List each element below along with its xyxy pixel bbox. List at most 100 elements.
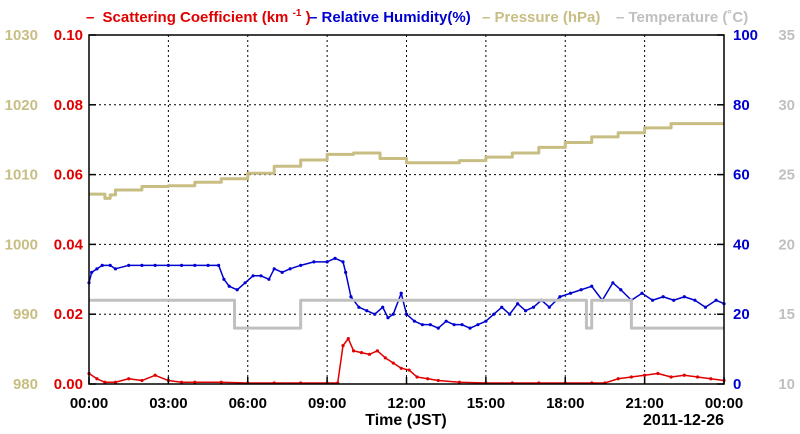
point-humidity [693, 298, 697, 302]
point-scatter [351, 349, 356, 353]
point-scatter [95, 377, 99, 381]
point-humidity [341, 260, 345, 264]
y-tick-label-pressure: 990 [13, 306, 38, 323]
point-humidity [420, 323, 424, 327]
point-humidity [516, 302, 520, 306]
point-humidity [412, 319, 417, 323]
point-humidity [206, 263, 210, 267]
y-tick-label-pressure: 980 [13, 376, 38, 393]
point-scatter [415, 375, 419, 379]
point-humidity [476, 323, 480, 327]
point-scatter [180, 380, 184, 384]
point-humidity [619, 288, 623, 292]
point-humidity [357, 305, 361, 309]
x-axis-label: Time (JST) [365, 412, 447, 429]
point-humidity [166, 263, 170, 267]
x-tick-label: 00:00 [70, 395, 108, 412]
point-humidity [299, 263, 303, 267]
point-humidity [113, 267, 118, 271]
point-humidity [153, 263, 157, 267]
point-humidity [312, 260, 316, 264]
point-humidity [428, 323, 432, 327]
point-humidity [333, 256, 337, 260]
y-tick-label-scatter: 0.00 [54, 376, 83, 393]
point-humidity [568, 291, 573, 295]
point-humidity [436, 326, 440, 330]
y-tick-label-humidity: 80 [733, 97, 750, 114]
point-humidity [365, 309, 369, 313]
point-scatter [153, 373, 157, 377]
point-humidity [95, 267, 99, 271]
point-humidity [460, 323, 464, 327]
point-humidity [558, 295, 562, 299]
point-humidity [547, 305, 551, 309]
point-humidity [672, 298, 676, 302]
date-label: 2011-12-26 [643, 412, 724, 429]
point-humidity [531, 305, 536, 309]
x-tick-label: 09:00 [308, 395, 346, 412]
point-humidity [288, 267, 292, 271]
x-tick-label: 18:00 [546, 395, 584, 412]
point-scatter [346, 337, 350, 341]
series-line-pressure [89, 122, 724, 200]
point-humidity [404, 312, 409, 316]
y-tick-label-temperature: 15 [778, 306, 795, 323]
axes: 98099010001010102010300.000.020.040.060.… [5, 27, 795, 412]
legend-scatter-suffix: ) [306, 9, 311, 26]
y-tick-label-scatter: 0.10 [54, 27, 83, 44]
point-scatter [656, 371, 660, 376]
point-humidity [452, 323, 456, 327]
point-scatter [695, 375, 700, 379]
x-tick-label: 15:00 [467, 395, 505, 412]
point-humidity [484, 319, 488, 323]
point-humidity [579, 288, 583, 292]
point-humidity [523, 309, 528, 313]
point-humidity [325, 260, 329, 264]
y-tick-label-temperature: 30 [778, 97, 795, 114]
point-scatter [140, 378, 144, 383]
point-humidity [267, 277, 271, 281]
point-scatter [375, 349, 379, 353]
legend-scatter-text: Scattering Coefficient (km [103, 9, 289, 26]
series-line-temperature [89, 298, 724, 330]
point-scatter [682, 373, 686, 377]
point-humidity [386, 316, 390, 320]
point-scatter [629, 375, 633, 379]
point-humidity [500, 305, 504, 309]
y-tick-label-humidity: 20 [733, 306, 750, 323]
point-scatter [391, 361, 395, 365]
y-tick-label-humidity: 40 [733, 236, 750, 253]
point-humidity [508, 312, 512, 316]
point-humidity [468, 326, 472, 330]
point-humidity [217, 263, 221, 267]
point-humidity [682, 295, 686, 299]
point-scatter [103, 380, 107, 384]
y-tick-label-pressure: 1000 [5, 236, 38, 253]
point-humidity [127, 263, 131, 267]
point-humidity [611, 281, 615, 285]
point-scatter [426, 377, 430, 381]
point-humidity [703, 305, 708, 309]
y-tick-label-temperature: 20 [778, 236, 795, 253]
point-humidity [272, 267, 276, 271]
series-line-humidity [88, 257, 725, 329]
y-tick-label-scatter: 0.08 [54, 97, 83, 114]
legend-scatter-sup: -1 [293, 8, 302, 19]
point-humidity [492, 312, 496, 316]
point-humidity [381, 305, 385, 309]
point-humidity [259, 274, 263, 278]
y-tick-label-temperature: 10 [778, 376, 795, 393]
x-tick-label: 21:00 [625, 395, 663, 412]
y-tick-label-pressure: 1010 [5, 167, 38, 184]
point-humidity [344, 270, 348, 274]
legend-pressure: – Pressure (hPa) [482, 9, 600, 26]
point-scatter [709, 377, 713, 381]
point-scatter [113, 380, 118, 384]
point-scatter [383, 356, 387, 360]
point-scatter [457, 380, 462, 384]
legend-humidity: – Relative Humidity(%) [309, 9, 471, 26]
point-humidity [251, 274, 255, 278]
point-humidity [399, 291, 403, 295]
point-humidity [640, 291, 644, 295]
